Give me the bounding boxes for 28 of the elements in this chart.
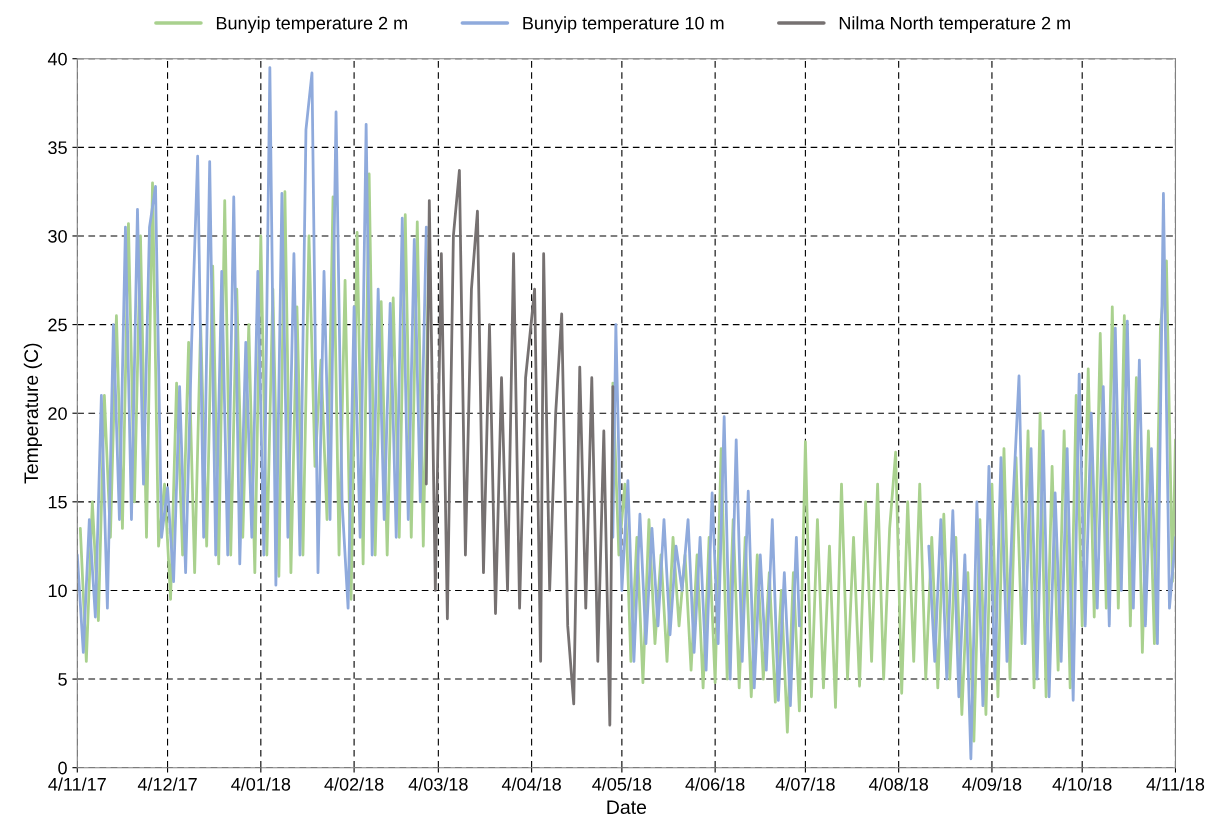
y-tick-label: 20 — [48, 407, 67, 420]
y-tick-label: 25 — [48, 318, 67, 332]
x-tick-label: 4/08/18 — [868, 777, 929, 791]
x-axis-title: Date — [607, 800, 647, 815]
x-tick-label: 4/02/18 — [324, 777, 384, 791]
x-tick-label: 4/05/18 — [592, 777, 652, 791]
y-tick-label: 5 — [58, 673, 67, 686]
y-tick-label: 10 — [48, 584, 67, 598]
y-tick-label: 30 — [48, 229, 67, 243]
y-tick-label: 35 — [48, 141, 67, 155]
x-tick-label: 4/03/18 — [408, 777, 468, 791]
y-tick-label: 15 — [48, 495, 67, 509]
x-tick-label: 4/01/18 — [231, 777, 291, 791]
x-tick-label: 4/04/18 — [501, 777, 561, 791]
x-tick-label: 4/06/18 — [685, 777, 745, 791]
x-tick-label: 4/12/17 — [137, 777, 197, 791]
x-tick-label: 4/09/18 — [962, 777, 1022, 791]
x-tick-label: 4/11/17 — [48, 777, 106, 791]
legend-label: Bunyip temperature 2 m — [216, 16, 407, 34]
x-tick-label: 4/10/18 — [1052, 777, 1112, 791]
x-tick-label: 4/07/18 — [775, 777, 835, 791]
y-tick-label: 0 — [58, 761, 67, 775]
line-series — [424, 169, 615, 727]
x-tick-label: 4/11/18 — [1146, 777, 1205, 791]
y-axis-title: Temperature (C) — [23, 343, 42, 484]
legend-label: Nilma North temperature 2 m — [839, 16, 1070, 34]
y-tick-label: 40 — [47, 52, 67, 66]
legend-label: Bunyip temperature 10 m — [523, 16, 724, 34]
